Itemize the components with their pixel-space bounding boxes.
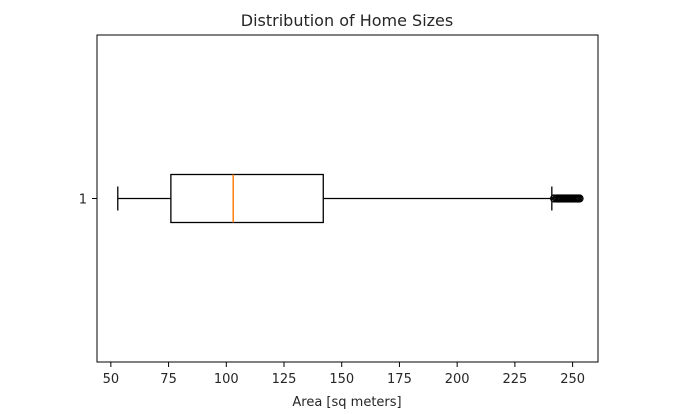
x-tick-label: 225 xyxy=(502,372,527,387)
x-tick-label: 250 xyxy=(560,372,585,387)
x-axis-label: Area [sq meters] xyxy=(292,395,401,410)
x-axis: 50 75 100 125 150 175 200 225 250 xyxy=(103,362,585,387)
x-tick-label: 175 xyxy=(387,372,412,387)
x-tick-label: 75 xyxy=(160,372,177,387)
box-group xyxy=(117,173,584,224)
x-tick-label: 150 xyxy=(329,372,354,387)
y-tick-label: 1 xyxy=(79,193,87,208)
chart-title: Distribution of Home Sizes xyxy=(241,11,453,30)
x-tick-label: 125 xyxy=(272,372,297,387)
plot-area xyxy=(117,173,584,224)
x-tick-label: 50 xyxy=(103,372,120,387)
x-tick-label: 200 xyxy=(445,372,470,387)
y-axis: 1 xyxy=(79,193,97,208)
x-tick-label: 100 xyxy=(214,372,239,387)
iqr-box xyxy=(170,173,324,224)
outlier-point xyxy=(575,194,584,203)
